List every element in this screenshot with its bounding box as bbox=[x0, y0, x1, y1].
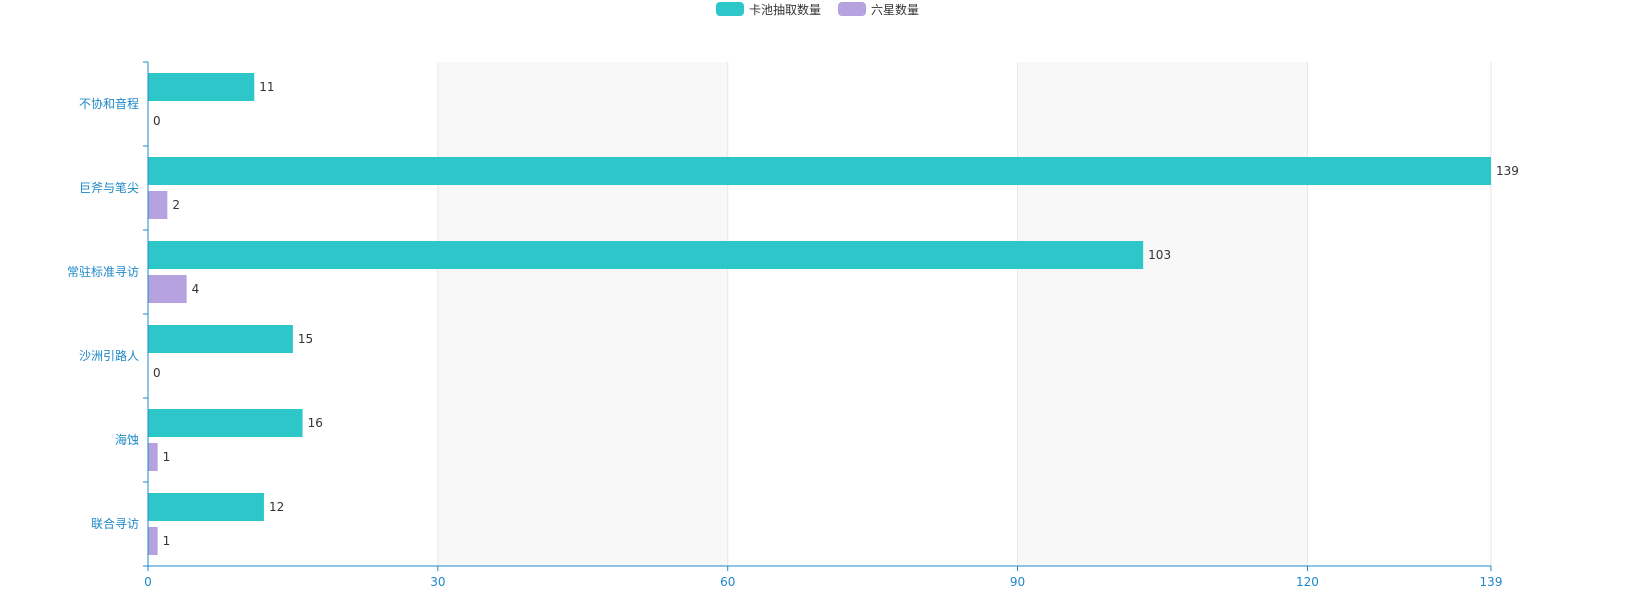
data-label-group: 11 0 139 2 103 4 15 0 16 1 12 1 bbox=[153, 80, 1519, 548]
x-tick-label: 139 bbox=[1480, 575, 1503, 589]
legend-label: 六星数量 bbox=[871, 2, 919, 17]
data-label: 12 bbox=[269, 500, 284, 514]
bar-draw-count bbox=[148, 157, 1491, 185]
x-tick-label: 120 bbox=[1296, 575, 1319, 589]
data-label: 11 bbox=[259, 80, 274, 94]
legend-item-six-star-count[interactable]: 六星数量 bbox=[838, 2, 919, 17]
x-tick-label: 90 bbox=[1010, 575, 1025, 589]
split-area-band bbox=[148, 62, 438, 566]
legend-item-draw-count[interactable]: 卡池抽取数量 bbox=[716, 2, 821, 17]
data-label: 15 bbox=[298, 332, 313, 346]
data-label: 4 bbox=[192, 282, 200, 296]
data-label: 16 bbox=[308, 416, 323, 430]
data-label: 1 bbox=[163, 534, 171, 548]
y-tick-label: 常驻标准寻访 bbox=[67, 264, 139, 279]
y-tick-label: 沙洲引路人 bbox=[79, 348, 139, 363]
grid-line-group bbox=[437, 62, 1492, 566]
bar-draw-count bbox=[148, 325, 293, 353]
bar-six-star-count bbox=[148, 443, 158, 471]
bar-draw-count bbox=[148, 493, 264, 521]
legend[interactable]: 卡池抽取数量 六星数量 bbox=[716, 2, 919, 17]
split-area-band bbox=[1307, 62, 1491, 566]
split-area-band bbox=[437, 62, 728, 566]
x-tick-label: 60 bbox=[720, 575, 735, 589]
x-tick-label: 30 bbox=[430, 575, 445, 589]
x-tick-label: 0 bbox=[144, 575, 152, 589]
split-area-band bbox=[727, 62, 1018, 566]
split-area-band bbox=[1017, 62, 1308, 566]
bar-group bbox=[148, 73, 1491, 555]
legend-swatch bbox=[838, 2, 866, 16]
data-label: 1 bbox=[163, 450, 171, 464]
y-tick-label: 联合寻访 bbox=[91, 516, 139, 531]
bar-draw-count bbox=[148, 241, 1144, 269]
bar-six-star-count bbox=[148, 527, 158, 555]
data-label: 103 bbox=[1148, 248, 1171, 262]
data-label: 2 bbox=[172, 198, 180, 212]
bar-six-star-count bbox=[148, 191, 168, 219]
bar-draw-count bbox=[148, 73, 255, 101]
legend-label: 卡池抽取数量 bbox=[749, 2, 821, 17]
bar-six-star-count bbox=[148, 275, 187, 303]
data-label: 139 bbox=[1496, 164, 1519, 178]
split-area-group bbox=[148, 62, 1491, 566]
bar-draw-count bbox=[148, 409, 303, 437]
legend-swatch bbox=[716, 2, 744, 16]
data-label: 0 bbox=[153, 114, 161, 128]
data-label: 0 bbox=[153, 366, 161, 380]
y-tick-label: 巨斧与笔尖 bbox=[79, 180, 139, 195]
y-tick-label: 海蚀 bbox=[115, 432, 139, 447]
y-tick-label: 不协和音程 bbox=[79, 96, 139, 111]
